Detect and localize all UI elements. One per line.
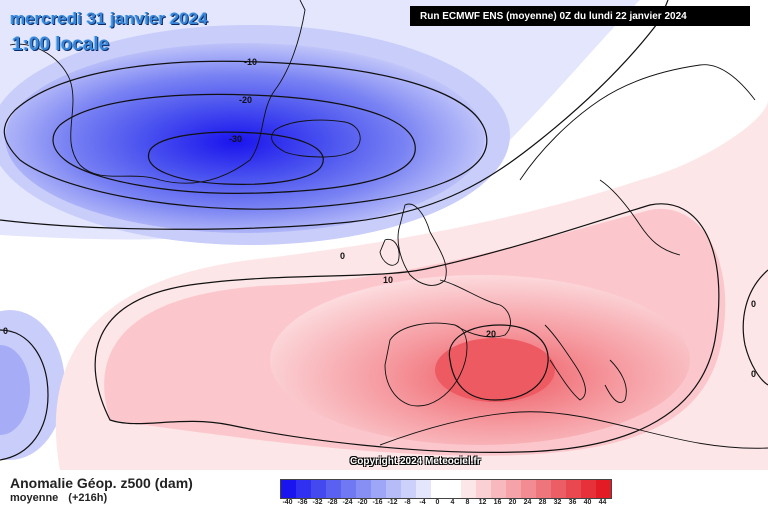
low-anomaly-west-core	[0, 345, 30, 435]
legend-label: 24	[523, 499, 532, 506]
legend-label: -20	[357, 499, 368, 506]
subtitle-mean: moyenne	[10, 492, 59, 504]
legend-swatch	[491, 480, 506, 498]
low-anomaly-core	[5, 43, 485, 233]
legend-label: 36	[568, 499, 577, 506]
map-variable-title: Anomalie Géop. z500 (dam)	[10, 475, 193, 491]
legend-label: -32	[312, 499, 323, 506]
legend-label: 32	[553, 499, 562, 506]
legend-label: 12	[478, 499, 487, 506]
legend-label: -16	[372, 499, 383, 506]
legend-swatch	[311, 480, 326, 498]
legend-swatch	[281, 480, 296, 498]
copyright-text: Copyright 2024 Meteociel.fr	[350, 456, 481, 467]
africa-coast	[379, 411, 768, 449]
forecast-date: mercredi 31 janvier 2024	[10, 9, 208, 28]
contour-line-zero-north	[0, 0, 669, 230]
legend-label: 20	[508, 499, 517, 506]
iberia-coast	[384, 322, 468, 407]
map-variable-subtitle: moyenne (+216h)	[10, 492, 117, 504]
legend-swatch	[446, 480, 461, 498]
legend-label: -36	[297, 499, 308, 506]
contour-line-plus-10	[94, 203, 720, 453]
legend-label: 0	[435, 499, 440, 506]
legend-label: 40	[583, 499, 592, 506]
contour-line-plus-20	[448, 324, 549, 401]
legend-swatch	[551, 480, 566, 498]
legend-swatch	[476, 480, 491, 498]
contour-label-minus-20: -20	[239, 95, 252, 105]
legend-label: -40	[282, 499, 293, 506]
contour-label-plus-10: 10	[383, 275, 393, 285]
legend-swatch	[341, 480, 356, 498]
legend-swatch	[416, 480, 431, 498]
legend-label: -12	[387, 499, 398, 506]
color-scale-legend	[280, 479, 612, 499]
legend-label: 16	[493, 499, 502, 506]
legend-swatch	[356, 480, 371, 498]
contour-line-minus-20	[52, 93, 416, 194]
greenland-coast	[9, 0, 306, 184]
british-isles-coast	[379, 203, 447, 286]
france-coast	[439, 279, 511, 338]
contour-label-zero-atlantic: 0	[340, 251, 345, 261]
contour-label-minus-30: -30	[229, 134, 242, 144]
contour-label-zero-east-north: 0	[751, 299, 756, 309]
contour-label-zero-west: 0	[3, 326, 8, 336]
legend-swatch	[581, 480, 596, 498]
legend-swatch	[431, 480, 446, 498]
legend-label: 44	[598, 499, 607, 506]
legend-label: 4	[450, 499, 455, 506]
greece-coast	[604, 359, 627, 403]
legend-swatch	[401, 480, 416, 498]
legend-swatch	[506, 480, 521, 498]
legend-label: -24	[342, 499, 353, 506]
scandinavia-coast	[519, 64, 756, 181]
legend-label: -8	[404, 499, 411, 506]
italy-coast	[544, 324, 586, 401]
contour-line-minus-10	[3, 60, 488, 210]
legend-label: -4	[419, 499, 426, 506]
legend-swatch	[386, 480, 401, 498]
legend-swatch	[566, 480, 581, 498]
legend-label: 8	[465, 499, 470, 506]
subtitle-lead-time: (+216h)	[68, 492, 108, 504]
run-info: Run ECMWF ENS (moyenne) 0Z du lundi 22 j…	[410, 6, 750, 26]
legend-swatch	[536, 480, 551, 498]
contour-line-minus-30	[147, 131, 324, 185]
contour-line-zero-east	[742, 269, 768, 386]
iceland-coast	[271, 119, 361, 158]
legend-label: -28	[327, 499, 338, 506]
contour-label-zero-east-south: 0	[751, 369, 756, 379]
forecast-time: 1:00 locale	[12, 34, 110, 55]
coastlines	[9, 0, 768, 449]
contour-label-plus-20: 20	[486, 329, 496, 339]
baltic-coast	[599, 179, 681, 256]
legend-swatch	[326, 480, 341, 498]
legend-swatch	[521, 480, 536, 498]
geopotential-anomaly-map: -10 -20 -30 0 10 20 0 0 0	[0, 0, 768, 470]
legend-swatch	[461, 480, 476, 498]
footer-bar: Anomalie Géop. z500 (dam) moyenne (+216h)…	[0, 470, 768, 512]
legend-swatch	[596, 480, 611, 498]
legend-swatch	[296, 480, 311, 498]
high-anomaly-center	[435, 338, 555, 402]
legend-swatch	[371, 480, 386, 498]
contour-line-zero-west	[0, 329, 49, 461]
contour-label-minus-10: -10	[244, 57, 257, 67]
legend-label: 28	[538, 499, 547, 506]
